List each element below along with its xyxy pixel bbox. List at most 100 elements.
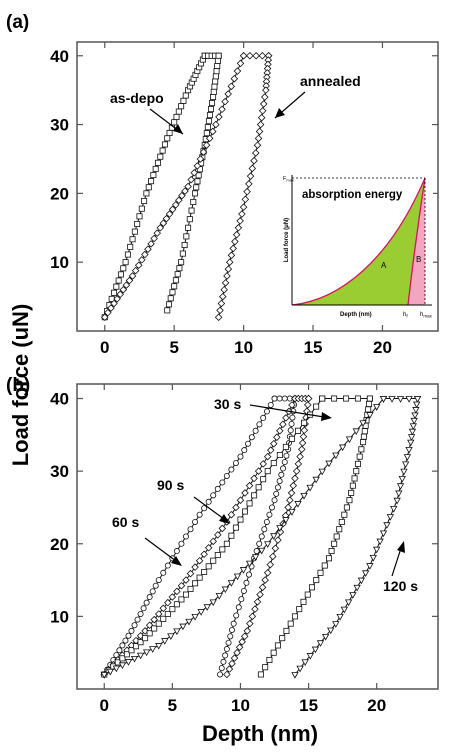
data-point-30-s: [326, 555, 333, 562]
data-point-30-s: [196, 574, 203, 581]
data-point-30-s: [173, 601, 180, 608]
data-point-30-s: [270, 649, 277, 656]
data-point-90-s: [276, 427, 284, 435]
data-point-as-depo: [148, 178, 155, 185]
data-point-60-s: [128, 627, 135, 634]
data-point-as-depo: [164, 135, 171, 142]
data-point-annealed: [156, 224, 165, 232]
data-point-120-s: [366, 412, 374, 419]
panel-a: (a) 0 5 10 15 20 10 20 30 40 as-depo annealed: [6, 12, 439, 357]
data-point-30-s: [237, 516, 244, 523]
data-point-90-s: [191, 563, 199, 571]
data-point-90-s: [261, 576, 269, 584]
data-point-90-s: [241, 489, 249, 497]
data-point-annealed: [230, 74, 239, 83]
data-point-as-depo: [215, 52, 222, 59]
data-point-as-depo: [131, 228, 138, 235]
data-point-120-s: [306, 484, 314, 492]
data-point-90-s: [243, 627, 252, 635]
data-point-90-s: [173, 587, 181, 596]
data-point-annealed: [243, 187, 251, 196]
data-point-60-s: [225, 639, 232, 646]
data-point-60-s: [222, 652, 229, 659]
data-point-30-s: [257, 671, 264, 678]
arrowhead-120s: [397, 541, 405, 553]
data-point-90-s: [164, 598, 172, 607]
data-point-60-s: [288, 420, 295, 427]
data-point-annealed: [101, 313, 109, 322]
data-point-annealed: [246, 172, 255, 180]
data-point-120-s: [318, 468, 326, 476]
data-point-120-s: [130, 655, 139, 663]
data-point-annealed: [205, 134, 214, 143]
data-point-30-s: [287, 620, 294, 627]
data-point-30-s: [360, 439, 367, 446]
data-point-annealed: [216, 306, 224, 315]
data-point-90-s: [154, 610, 163, 618]
data-point-120-s: [373, 546, 381, 554]
annotation-60s: 60 s: [112, 514, 139, 530]
data-point-120-s: [338, 444, 347, 452]
data-point-annealed: [258, 107, 267, 115]
data-point-30-s: [317, 569, 324, 576]
data-point-30-s: [291, 613, 298, 620]
data-point-as-depo: [210, 94, 217, 101]
data-point-90-s: [298, 445, 306, 454]
data-point-90-s: [214, 531, 222, 539]
data-point-annealed: [104, 308, 112, 317]
data-point-120-s: [413, 396, 422, 403]
arrowhead-60s: [171, 556, 182, 566]
data-point-90-s: [177, 581, 186, 590]
data-point-120-s: [276, 525, 284, 532]
data-point-annealed: [168, 205, 177, 214]
data-point-120-s: [112, 665, 121, 673]
data-point-120-s: [215, 593, 223, 600]
data-point-annealed: [236, 217, 244, 225]
data-point-120-s: [340, 606, 349, 614]
data-point-120-s: [251, 554, 260, 561]
data-point-annealed: [254, 134, 263, 143]
data-point-60-s: [256, 421, 263, 428]
data-point-30-s: [319, 395, 326, 402]
data-point-annealed: [256, 120, 265, 129]
data-point-60-s: [230, 620, 237, 627]
data-point-annealed: [221, 279, 230, 287]
data-point-60-s: [263, 518, 270, 525]
data-point-120-s: [357, 577, 366, 585]
data-point-120-s: [149, 646, 157, 653]
data-point-90-s: [235, 643, 244, 652]
data-point-60-s: [182, 533, 189, 540]
data-point-120-s: [332, 621, 340, 628]
data-point-as-depo: [178, 103, 185, 110]
panel-b: (b) 0 5 10 15 20 10 20 30 40 30 s 90 s 60 s 120…: [6, 375, 439, 715]
data-point-60-s: [196, 511, 203, 518]
data-point-30-s: [205, 563, 212, 570]
data-point-60-s: [281, 395, 288, 402]
data-point-30-s: [361, 428, 368, 435]
data-point-annealed: [224, 265, 233, 273]
data-point-90-s: [186, 569, 195, 578]
data-point-60-s: [233, 612, 240, 619]
data-point-60-s: [131, 622, 138, 629]
data-point-60-s: [260, 414, 267, 421]
data-point-120-s: [173, 628, 181, 636]
x-tick-label: 0: [100, 338, 109, 357]
y-tick-label: 10: [50, 253, 69, 272]
data-point-as-depo: [136, 213, 143, 220]
data-point-30-s: [348, 489, 355, 496]
data-point-60-s: [281, 459, 288, 466]
data-point-90-s: [246, 619, 254, 628]
panel-b-series: [100, 394, 422, 679]
data-point-120-s: [118, 662, 127, 670]
data-point-as-depo: [145, 184, 152, 191]
data-point-60-s: [119, 642, 126, 649]
data-point-30-s: [328, 548, 335, 555]
data-point-as-depo: [122, 259, 129, 266]
data-point-as-depo: [213, 68, 220, 75]
data-point-120-s: [312, 476, 320, 484]
data-point-as-depo: [134, 220, 141, 227]
data-point-90-s: [256, 590, 264, 599]
inset-hmax-label: hmax: [420, 312, 433, 319]
